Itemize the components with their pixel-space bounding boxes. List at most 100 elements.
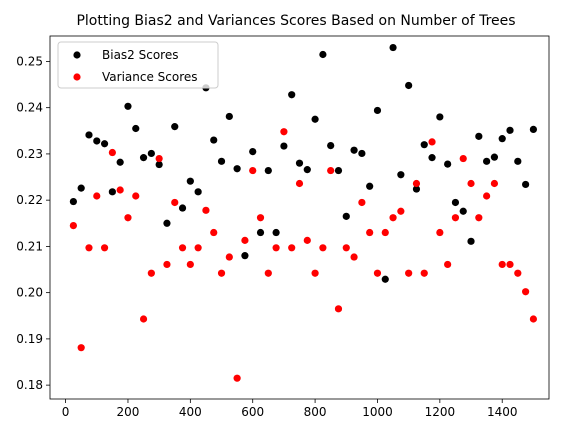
bias2-point xyxy=(342,212,350,220)
variance-point xyxy=(334,305,343,313)
bias2-point xyxy=(85,131,93,139)
variance-point xyxy=(186,260,194,269)
y-tick-label: 0.23 xyxy=(16,147,43,161)
variance-point xyxy=(490,179,499,188)
variance-point xyxy=(116,186,124,194)
variance-point xyxy=(498,260,506,269)
legend-marker xyxy=(73,73,81,81)
bias2-point xyxy=(139,154,148,162)
variance-point xyxy=(93,192,101,200)
chart-title: Plotting Bias2 and Variances Scores Base… xyxy=(76,13,515,29)
bias2-point xyxy=(241,252,249,260)
variance-point xyxy=(202,206,210,214)
variance-point xyxy=(397,207,405,215)
bias2-point xyxy=(412,185,421,193)
variance-point xyxy=(288,244,296,252)
variance-point xyxy=(529,315,538,323)
bias2-point xyxy=(397,171,405,179)
bias2-series xyxy=(69,43,538,283)
variance-point xyxy=(233,374,241,382)
bias2-point xyxy=(256,228,265,237)
bias2-point xyxy=(178,204,187,212)
y-tick-label: 0.18 xyxy=(16,378,43,392)
x-tick-label: 0 xyxy=(62,405,70,419)
x-tick-label: 1000 xyxy=(362,405,393,419)
bias2-point xyxy=(327,141,335,150)
variance-point xyxy=(69,221,77,230)
bias2-point xyxy=(506,126,514,134)
variance-point xyxy=(256,214,265,222)
bias2-point xyxy=(459,207,467,215)
variance-point xyxy=(319,244,327,252)
legend-marker xyxy=(73,51,81,59)
bias2-point xyxy=(467,237,475,245)
bias2-point xyxy=(389,43,397,52)
x-axis-ticks: 0 200 400 600 800 1000 1200 1400 xyxy=(62,399,518,419)
variance-point xyxy=(467,179,475,188)
bias2-point xyxy=(522,180,530,189)
variance-point xyxy=(85,244,93,252)
variance-point xyxy=(100,244,109,252)
bias2-point xyxy=(280,142,288,150)
x-tick-label: 800 xyxy=(304,405,327,419)
bias2-point xyxy=(373,106,382,115)
variance-point xyxy=(366,228,374,237)
variance-point xyxy=(194,244,202,252)
bias2-point xyxy=(444,160,452,168)
variance-point xyxy=(280,128,288,136)
bias2-point xyxy=(529,125,538,134)
bias2-point xyxy=(194,188,202,196)
variance-point xyxy=(249,166,257,175)
variance-point xyxy=(514,269,522,277)
variance-point xyxy=(77,344,85,352)
y-tick-label: 0.25 xyxy=(16,54,43,68)
variance-point xyxy=(217,269,226,277)
variance-point xyxy=(303,236,311,244)
bias2-point xyxy=(381,275,389,283)
bias2-point xyxy=(451,198,460,207)
bias2-point xyxy=(475,132,483,140)
bias2-point xyxy=(249,148,257,156)
variance-series xyxy=(69,128,538,382)
variance-point xyxy=(147,269,155,277)
bias2-point xyxy=(350,146,358,154)
variance-point xyxy=(342,244,350,252)
variance-point xyxy=(171,198,179,207)
variance-point xyxy=(451,214,460,222)
variance-point xyxy=(381,228,389,237)
variance-point xyxy=(178,244,187,252)
bias2-point xyxy=(334,166,343,175)
bias2-point xyxy=(217,157,226,165)
variance-point xyxy=(311,269,319,277)
bias2-point xyxy=(155,160,163,169)
bias2-point xyxy=(116,158,124,166)
variance-point xyxy=(475,214,483,222)
variance-point xyxy=(483,192,491,200)
variance-point xyxy=(225,253,233,261)
bias2-point xyxy=(132,124,140,133)
bias2-point xyxy=(186,177,194,185)
legend-label: Variance Scores xyxy=(102,70,198,84)
variance-point xyxy=(327,166,335,175)
x-tick-label: 400 xyxy=(179,405,202,419)
y-tick-label: 0.24 xyxy=(16,101,43,115)
x-tick-label: 1400 xyxy=(487,405,518,419)
bias2-point xyxy=(100,140,109,148)
variance-point xyxy=(428,138,436,146)
variance-point xyxy=(295,179,304,188)
variance-point xyxy=(420,269,428,277)
variance-point xyxy=(163,260,171,269)
bias2-point xyxy=(93,137,101,145)
bias2-point xyxy=(147,149,155,158)
bias2-point xyxy=(163,219,171,227)
y-tick-label: 0.19 xyxy=(16,332,43,346)
bias2-point xyxy=(303,166,311,174)
bias2-point xyxy=(77,184,85,192)
bias2-point xyxy=(264,166,272,175)
variance-point xyxy=(155,154,163,163)
bias2-point xyxy=(358,149,366,158)
data-points xyxy=(69,43,538,382)
y-axis-ticks: 0.18 0.19 0.20 0.21 0.22 0.23 0.24 0.25 xyxy=(16,54,50,392)
legend: Bias2 Scores Variance Scores xyxy=(57,41,219,89)
